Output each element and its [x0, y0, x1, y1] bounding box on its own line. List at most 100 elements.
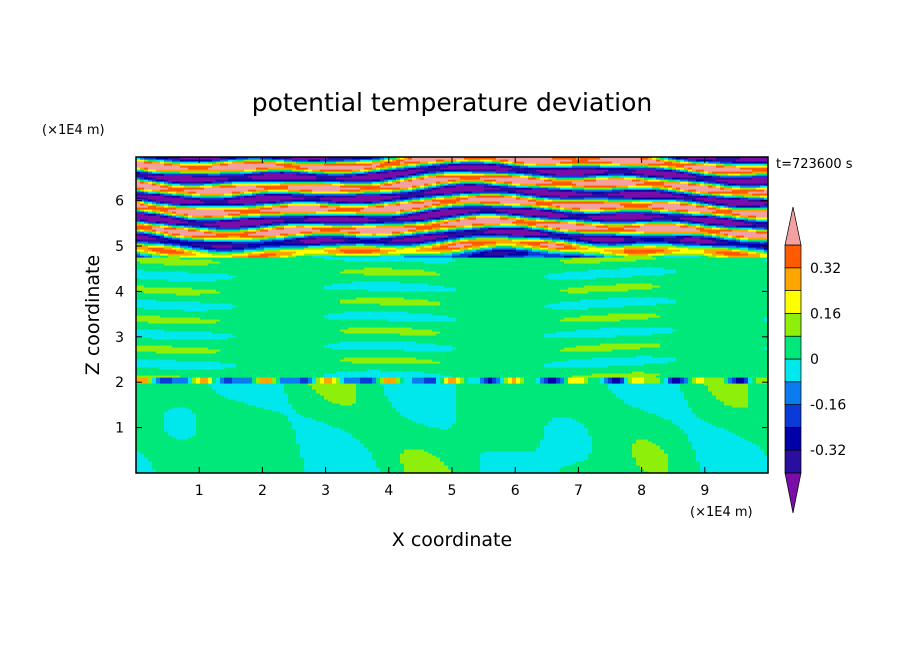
contour-cell — [156, 211, 161, 214]
contour-cell — [384, 387, 457, 390]
contour-cell — [332, 255, 381, 258]
contour-cell — [468, 247, 473, 250]
contour-cell — [696, 203, 701, 206]
contour-cell — [684, 159, 689, 162]
contour-cell — [180, 183, 205, 186]
contour-cell — [208, 263, 768, 266]
contour-cell — [424, 449, 537, 452]
contour-cell — [232, 381, 253, 384]
contour-cell — [328, 201, 337, 204]
contour-cell — [136, 359, 177, 362]
contour-cell — [528, 229, 537, 232]
contour-cell — [376, 379, 381, 382]
contour-cell — [632, 449, 665, 452]
contour-cell — [668, 471, 705, 473]
contour-cell — [396, 199, 405, 202]
contour-cell — [500, 201, 537, 204]
contour-cell — [156, 471, 309, 473]
contour-cell — [164, 163, 173, 166]
contour-cell — [740, 215, 749, 218]
contour-cell — [192, 237, 205, 240]
colorbar-label: 0.32 — [810, 261, 841, 277]
contour-cell — [592, 445, 633, 448]
contour-cell — [720, 227, 729, 230]
contour-cell — [136, 299, 157, 302]
contour-cell — [136, 399, 237, 402]
contour-cell — [236, 275, 545, 278]
contour-cell — [376, 169, 381, 172]
contour-cell — [336, 381, 341, 384]
contour-cell — [496, 179, 545, 182]
contour-cell — [736, 235, 745, 238]
contour-cell — [532, 245, 541, 248]
contour-cell — [524, 193, 529, 196]
contour-cell — [368, 203, 377, 206]
contour-cell — [464, 381, 469, 384]
contour-cell — [404, 297, 609, 300]
contour-cell — [748, 229, 757, 232]
contour-cell — [472, 235, 509, 238]
contour-cell — [172, 247, 181, 250]
contour-cell — [320, 377, 325, 380]
contour-cell — [600, 343, 661, 346]
contour-cell — [740, 241, 761, 244]
contour-cell — [536, 225, 545, 228]
contour-cell — [304, 467, 381, 470]
contour-cell — [436, 377, 441, 380]
contour-cell — [444, 381, 449, 384]
contour-cell — [476, 249, 485, 252]
contour-cell — [544, 379, 549, 382]
contour-cell — [444, 171, 473, 174]
contour-cell — [688, 399, 721, 402]
contour-cell — [232, 255, 249, 258]
contour-cell — [136, 405, 257, 408]
contour-cell — [276, 237, 285, 240]
contour-cell — [380, 303, 441, 306]
contour-cell — [280, 157, 293, 160]
contour-cell — [472, 171, 497, 174]
contour-cell — [320, 197, 393, 200]
contour-cell — [704, 419, 768, 422]
contour-cell — [636, 441, 653, 444]
contour-cell — [548, 195, 561, 198]
contour-cell — [296, 435, 353, 438]
contour-cell — [712, 233, 717, 236]
contour-cell — [412, 379, 425, 382]
contour-cell — [264, 251, 297, 254]
contour-cell — [412, 377, 425, 380]
contour-cell — [544, 229, 549, 232]
contour-cell — [312, 191, 349, 194]
contour-cell — [436, 197, 445, 200]
contour-cell — [192, 409, 273, 412]
contour-cell — [660, 377, 665, 380]
contour-cell — [456, 397, 621, 400]
contour-cell — [292, 421, 325, 424]
contour-cell — [640, 347, 765, 350]
contour-cell — [268, 167, 297, 170]
contour-cell — [408, 187, 413, 190]
contour-cell — [180, 219, 189, 222]
contour-cell — [536, 219, 545, 222]
contour-cell — [640, 407, 693, 410]
contour-cell — [392, 231, 401, 234]
contour-cell — [188, 379, 193, 382]
contour-cell — [152, 235, 161, 238]
contour-cell — [544, 427, 589, 430]
contour-cell — [188, 227, 197, 230]
contour-cell — [548, 227, 553, 230]
contour-cell — [160, 379, 173, 382]
contour-cell — [612, 251, 625, 254]
contour-cell — [364, 443, 541, 446]
contour-cell — [636, 439, 649, 442]
contour-cell — [400, 377, 405, 380]
contour-cell — [448, 221, 513, 224]
contour-cell — [712, 245, 737, 248]
contour-cell — [196, 217, 225, 220]
contour-cell — [152, 381, 157, 384]
contour-cell — [264, 203, 273, 206]
contour-cell — [248, 227, 257, 230]
contour-cell — [732, 219, 737, 222]
contour-cell — [376, 233, 393, 236]
contour-cell — [748, 199, 761, 202]
contour-cell — [756, 221, 768, 224]
